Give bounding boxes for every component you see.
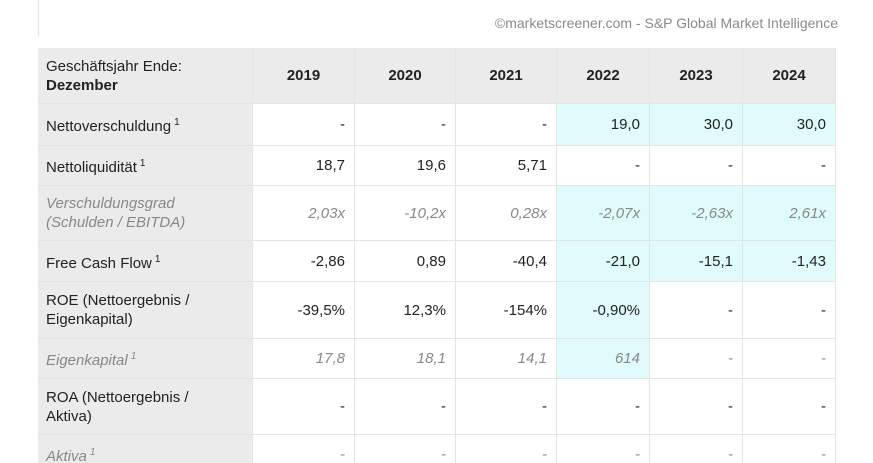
value-cell: -0,90% (557, 282, 650, 339)
value-cell: 30,0 (743, 104, 836, 146)
value-cell: - (743, 339, 836, 379)
header-title: Geschäftsjahr Ende: (46, 57, 182, 75)
value-cell: 17,8 (253, 339, 355, 379)
value-cell: 2,61x (743, 186, 836, 241)
value-cell: - (456, 435, 557, 463)
label: Nettoverschuldung (46, 118, 172, 135)
footnote: 1 (130, 351, 137, 362)
value-cell: - (743, 435, 836, 463)
row-label: ROA (Nettoergebnis / Aktiva) (38, 379, 253, 435)
value-cell: - (743, 282, 836, 339)
value-cell: -2,63x (650, 186, 743, 241)
label: ROE (Nettoergebnis / Eigenkapital) (46, 292, 190, 328)
label: Free Cash Flow (46, 254, 152, 272)
year-header: 2022 (557, 48, 650, 104)
label: Aktiva (46, 448, 87, 463)
value-cell: - (743, 146, 836, 186)
row-label: Nettoliquidität 1 (38, 146, 253, 186)
value-cell: 12,3% (355, 282, 456, 339)
value-cell: -154% (456, 282, 557, 339)
row-label: ROE (Nettoergebnis / Eigenkapital) (38, 282, 253, 339)
footnote: 1 (174, 117, 180, 128)
year-header: 2023 (650, 48, 743, 104)
label: Eigenkapital (46, 352, 128, 369)
value-cell: 14,1 (456, 339, 557, 379)
value-cell: -10,2x (355, 186, 456, 241)
value-cell: - (355, 435, 456, 463)
value-cell: 18,7 (253, 146, 355, 186)
label-text: Nettoliquidität 1 (46, 154, 145, 177)
row-label: Aktiva 1 (38, 435, 253, 463)
value-cell: - (253, 435, 355, 463)
footnote: 1 (139, 158, 146, 169)
value-cell: - (557, 146, 650, 186)
value-cell: 614 (557, 339, 650, 379)
value-cell: 2,03x (253, 186, 355, 241)
value-cell: -2,07x (557, 186, 650, 241)
label: Nettoliquidität (46, 159, 137, 176)
label-text: Verschuldungsgrad (Schulden / EBITDA) (46, 194, 218, 232)
source: ©marketscreener.com - S&P Global Market … (494, 15, 838, 31)
value-cell: -15,1 (650, 241, 743, 282)
value-cell: 19,6 (355, 146, 456, 186)
header-subtitle: Dezember (46, 76, 118, 94)
value-cell: - (650, 282, 743, 339)
value-cell: - (253, 104, 355, 146)
value-cell: - (355, 379, 456, 435)
label-text: ROE (Nettoergebnis / Eigenkapital) (46, 291, 218, 329)
value-cell: 5,71 (456, 146, 557, 186)
value-cell: -1,43 (743, 241, 836, 282)
value-cell: - (650, 435, 743, 463)
value-cell: 0,28x (456, 186, 557, 241)
label: ROA (Nettoergebnis / Aktiva) (46, 388, 189, 425)
footnote: 1 (89, 447, 96, 458)
header-label: Geschäftsjahr Ende: Dezember (38, 48, 253, 104)
value-cell: -2,86 (253, 241, 355, 282)
year-header: 2021 (456, 48, 557, 104)
value-cell: -21,0 (557, 241, 650, 282)
row-label: Nettoverschuldung 1 (38, 104, 253, 146)
year-header: 2019 (253, 48, 355, 104)
value-cell: 30,0 (650, 104, 743, 146)
label-text: Eigenkapital 1 (46, 347, 136, 370)
value-cell: - (456, 104, 557, 146)
value-cell: - (253, 379, 355, 435)
value-cell: 18,1 (355, 339, 456, 379)
row-label: Eigenkapital 1 (38, 339, 253, 379)
value-cell: -39,5% (253, 282, 355, 339)
label-text: Free Cash Flow 1 (46, 250, 160, 273)
value-cell: 0,89 (355, 241, 456, 282)
value-cell: - (456, 379, 557, 435)
label: Verschuldungsgrad (Schulden / EBITDA) (46, 195, 186, 231)
row-label: Verschuldungsgrad (Schulden / EBITDA) (38, 186, 253, 241)
value-cell: - (650, 146, 743, 186)
value-cell: - (557, 379, 650, 435)
label-text: Nettoverschuldung 1 (46, 113, 180, 136)
value-cell: -40,4 (456, 241, 557, 282)
value-cell: 19,0 (557, 104, 650, 146)
divider (38, 0, 39, 36)
value-cell: - (355, 104, 456, 146)
value-cell: - (743, 379, 836, 435)
year-header: 2024 (743, 48, 836, 104)
label-text: ROA (Nettoergebnis / Aktiva) (46, 388, 218, 426)
value-cell: - (650, 379, 743, 435)
value-cell: - (650, 339, 743, 379)
footnote: 1 (154, 253, 161, 265)
label-text: Aktiva 1 (46, 443, 95, 463)
value-cell: - (557, 435, 650, 463)
row-label: Free Cash Flow 1 (38, 241, 253, 282)
year-header: 2020 (355, 48, 456, 104)
